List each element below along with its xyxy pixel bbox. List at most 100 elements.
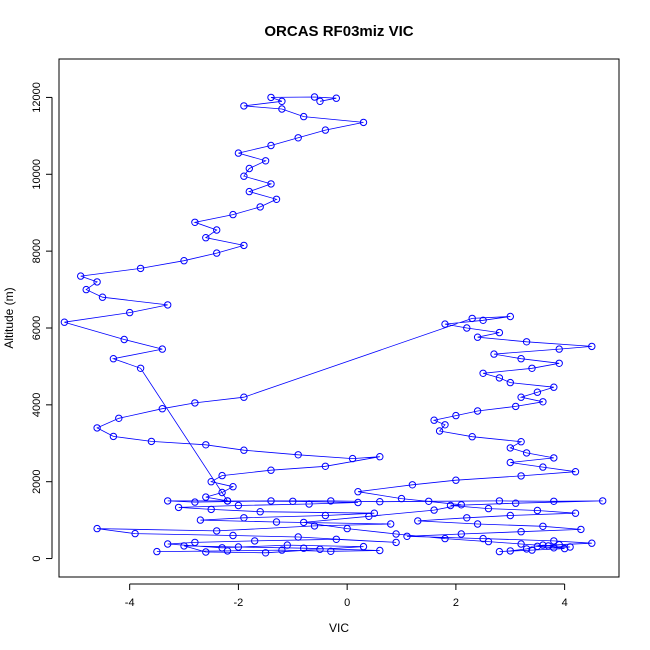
data-point [392,530,400,538]
data-point [267,180,275,188]
y-tick-label: 10000 [31,159,43,190]
data-point [164,301,172,309]
data-point [213,226,221,234]
data-point [218,544,226,552]
data-point [376,453,384,461]
data-point [218,488,226,497]
data-point [240,102,248,110]
data-point [473,333,482,341]
data-point [495,497,504,505]
data-point [354,498,362,507]
data-point [588,539,596,547]
data-point [522,545,531,553]
data-point [82,285,90,294]
series-layer [60,93,607,557]
data-point [359,542,368,551]
data-point [256,203,264,211]
data-point [213,527,221,535]
data-point [267,466,275,474]
data-point [522,449,531,457]
data-point [528,364,536,372]
data-point [446,501,455,510]
data-point [234,149,243,157]
data-point [267,93,275,102]
data-point [321,511,330,520]
data-point [234,543,243,551]
data-point [506,458,514,467]
data-point [468,314,476,323]
data-point [272,518,281,526]
data-point [506,312,514,321]
data-point [218,471,226,480]
data-point [251,537,259,545]
data-point [213,249,221,257]
data-point [506,378,514,387]
data-point [158,345,167,353]
data-point [332,535,340,543]
data-point [240,172,248,180]
data-point [528,546,536,554]
data-point [278,97,286,106]
data-point [191,399,199,407]
data-point [191,498,199,506]
data-point [120,335,128,344]
data-point [229,483,237,491]
y-tick-label: 6000 [31,316,43,340]
series-line [64,96,603,554]
data-point [539,541,547,549]
data-point [278,546,286,554]
data-point [294,451,302,459]
data-point [126,308,134,317]
y-tick-label: 4000 [31,393,43,417]
data-point [98,293,107,301]
data-point [164,540,172,548]
data-point [77,272,85,280]
data-point [202,441,210,449]
data-point [517,355,525,363]
data-point [223,497,232,505]
data-point [202,493,210,501]
data-point [479,369,487,377]
data-point [506,444,514,452]
x-tick-label: 0 [344,597,350,609]
data-point [93,524,101,533]
data-point [272,195,281,204]
data-point [441,421,449,429]
data-point [365,512,373,520]
data-point [522,338,531,346]
data-point [577,525,585,534]
data-point [202,548,210,556]
data-point [539,522,547,530]
data-point [430,416,438,424]
chart-title: ORCAS RF03miz VIC [264,23,413,40]
data-point [571,468,580,476]
data-point [588,342,596,351]
data-point [560,544,569,553]
data-point [484,537,493,546]
data-point [403,532,411,540]
data-point [229,531,237,540]
data-point [533,506,542,515]
data-point [327,547,335,555]
data-point [376,498,384,506]
data-point [305,500,313,508]
data-point [425,497,433,505]
data-point [495,374,504,382]
data-point [533,388,542,396]
y-tick-label: 8000 [31,239,43,263]
data-point [294,134,302,142]
data-point [131,529,139,538]
data-point [240,446,248,454]
data-point [571,509,580,517]
data-point [441,320,449,328]
data-point [517,528,525,536]
data-point [468,433,476,441]
data-point [473,407,482,415]
data-point [550,454,558,462]
data-point [414,517,422,525]
x-tick-label: 4 [562,597,568,609]
x-tick-label: -2 [234,597,244,609]
data-point [316,97,324,106]
